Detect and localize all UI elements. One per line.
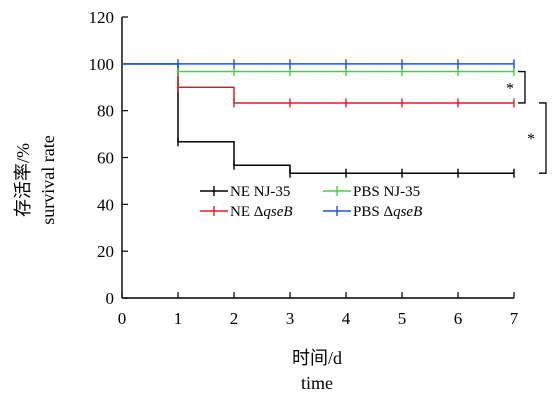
significance-bracket bbox=[539, 102, 547, 174]
legend-label-strain: NJ-35 bbox=[383, 184, 420, 200]
y-tick-label: 60 bbox=[97, 149, 114, 168]
y-tick-label: 20 bbox=[97, 242, 114, 261]
x-tick-label: 6 bbox=[454, 309, 463, 328]
x-tick-label: 0 bbox=[118, 309, 127, 328]
y-tick-label: 0 bbox=[106, 289, 115, 308]
y-tick-label: 100 bbox=[89, 55, 115, 74]
series-lines bbox=[122, 59, 515, 178]
legend-label: PBS NJ-35 bbox=[353, 184, 420, 200]
legend-label-main: PBS bbox=[353, 184, 383, 200]
legend-label-strain: NJ-35 bbox=[254, 184, 291, 200]
y-tick-label: 120 bbox=[89, 8, 115, 27]
x-tick-label: 2 bbox=[230, 309, 239, 328]
legend-label-main: PBS Δ bbox=[353, 204, 393, 220]
y-tick-label: 40 bbox=[97, 195, 114, 214]
significance-label: * bbox=[506, 80, 514, 97]
series-line bbox=[122, 63, 514, 174]
axes: 0 20 40 60 80 100 120 0 1 2 3 4 5 6 7 bbox=[89, 8, 519, 328]
legend-label: PBS ΔqseB bbox=[353, 204, 422, 220]
y-tick-label: 80 bbox=[97, 102, 114, 121]
legend-label-main: NE Δ bbox=[230, 204, 264, 220]
legend-label-main: NE bbox=[230, 184, 254, 200]
y-axis-title: 存活率/% bbox=[13, 143, 33, 217]
legend-label-gene: qseB bbox=[263, 204, 292, 220]
x-axis-title: 时间/d bbox=[292, 348, 342, 368]
x-tick-label: 4 bbox=[342, 309, 351, 328]
x-axis-title-en: time bbox=[301, 373, 333, 393]
significance-brackets: ** bbox=[506, 70, 547, 174]
series-line bbox=[122, 63, 514, 104]
series-line bbox=[122, 63, 514, 73]
y-axis-title-en: survival rate bbox=[38, 135, 58, 224]
significance-label: * bbox=[527, 131, 535, 148]
x-tick-label: 1 bbox=[174, 309, 183, 328]
legend-label: NE ΔqseB bbox=[230, 204, 293, 220]
x-tick-label: 3 bbox=[286, 309, 295, 328]
x-tick-label: 7 bbox=[510, 309, 519, 328]
x-tick-label: 5 bbox=[398, 309, 407, 328]
legend-label: NE NJ-35 bbox=[230, 184, 290, 200]
significance-bracket bbox=[518, 70, 526, 104]
legend-label-gene: qseB bbox=[393, 204, 422, 220]
